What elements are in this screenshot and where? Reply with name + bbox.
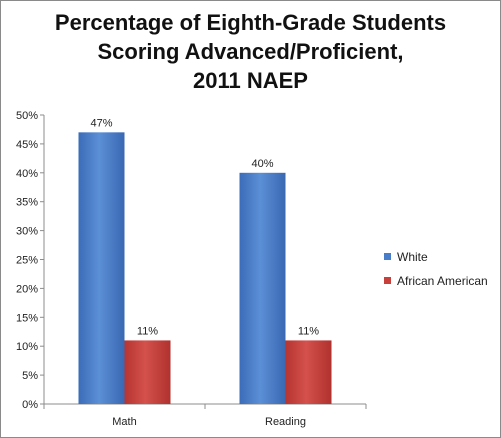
y-tick-label: 45% [16,139,38,151]
chart-title-line-2: Scoring Advanced/Proficient, [97,39,404,64]
data-label: 47% [90,117,112,129]
data-label: 40% [251,158,273,170]
bar-math-white [78,132,125,404]
data-label: 11% [298,325,319,337]
chart-title: Percentage of Eighth-Grade Students Scor… [0,8,501,95]
y-tick-label: 5% [22,370,38,382]
data-label: 11% [137,325,158,337]
y-tick-label: 40% [16,168,38,180]
x-tick-label: Reading [265,416,306,428]
y-tick-label: 20% [16,283,38,295]
legend-label: African American [397,274,488,288]
legend-label: White [397,250,428,264]
x-tick-label: Math [112,416,136,428]
bar-math-african-american [124,340,171,404]
y-tick-label: 15% [16,312,38,324]
bar-reading-white [239,172,286,404]
bar-reading-african-american [285,340,332,404]
y-tick-label: 30% [16,226,38,238]
legend-swatch [384,277,391,284]
y-tick-label: 25% [16,255,38,267]
legend-swatch [384,253,391,260]
chart-title-line-3: 2011 NAEP [193,68,308,93]
y-tick-label: 10% [16,341,38,353]
y-tick-label: 0% [22,399,38,411]
chart-title-line-1: Percentage of Eighth-Grade Students [54,10,447,35]
y-tick-label: 35% [16,197,38,209]
y-tick-label: 50% [16,110,38,122]
